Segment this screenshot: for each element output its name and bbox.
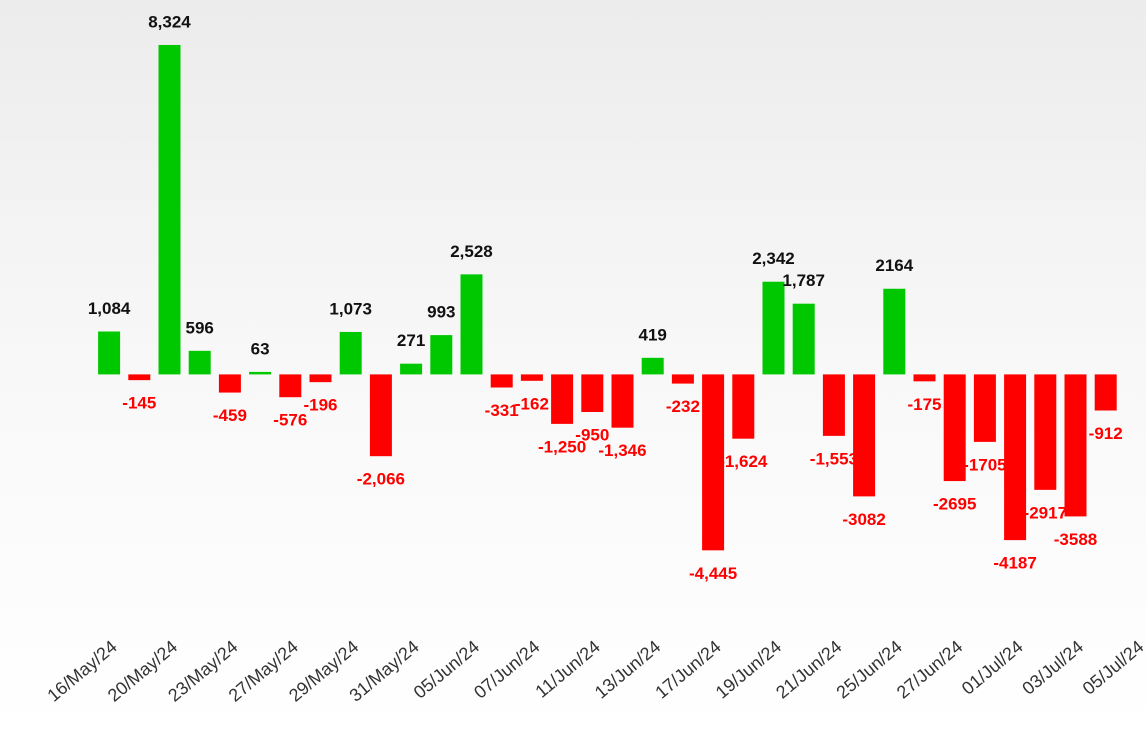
- bar: [400, 363, 423, 375]
- data-label: 271: [397, 331, 425, 350]
- bar: [490, 374, 513, 388]
- bar: [1094, 374, 1117, 411]
- bar: [611, 374, 634, 428]
- bar: [641, 357, 664, 375]
- bar: [973, 374, 996, 442]
- data-label: -145: [122, 394, 156, 413]
- data-label: 8,324: [148, 12, 191, 31]
- bar: [581, 374, 604, 413]
- bar: [128, 374, 151, 381]
- data-label: -2,066: [357, 470, 405, 489]
- bar: [1034, 374, 1057, 490]
- data-label: 63: [251, 339, 270, 358]
- data-label: -459: [213, 406, 247, 425]
- bar: [309, 374, 332, 383]
- bar: [671, 374, 694, 384]
- data-label: -3588: [1054, 530, 1097, 549]
- bar: [913, 374, 936, 382]
- data-label: 2,342: [752, 249, 795, 268]
- bar: [279, 374, 302, 398]
- bar: [158, 44, 181, 375]
- data-label: -950: [575, 425, 609, 444]
- data-label: -4187: [993, 554, 1036, 573]
- data-label: -4,445: [689, 564, 737, 583]
- bar: [460, 274, 483, 375]
- data-label: -1705: [963, 455, 1006, 474]
- data-label: -2695: [933, 495, 976, 514]
- data-label: 1,787: [782, 271, 825, 290]
- data-label: -2917: [1024, 503, 1067, 522]
- bar: [339, 331, 362, 375]
- bar: [853, 374, 876, 497]
- bar: [188, 350, 211, 375]
- bar: [551, 374, 574, 424]
- data-label: -1,553: [810, 449, 858, 468]
- data-label: -1,624: [719, 452, 768, 471]
- bar: [883, 288, 906, 375]
- data-label: -196: [303, 396, 337, 415]
- data-label: -331: [485, 401, 519, 420]
- bar: [520, 374, 543, 381]
- bar: [1004, 374, 1027, 541]
- bar: [1064, 374, 1087, 517]
- bar: [822, 374, 845, 436]
- data-label: -175: [907, 395, 941, 414]
- bar: [369, 374, 392, 457]
- bar: [430, 335, 453, 375]
- data-label: -162: [515, 394, 549, 413]
- bar: [218, 374, 241, 393]
- data-label: 2,528: [450, 242, 493, 261]
- data-label: 596: [186, 318, 214, 337]
- data-label: -232: [666, 397, 700, 416]
- bar: [702, 374, 725, 551]
- data-label: 2164: [875, 256, 913, 275]
- data-label: -576: [273, 411, 307, 430]
- data-label: -1,346: [598, 441, 646, 460]
- bar: [732, 374, 755, 439]
- bar: [249, 371, 272, 375]
- data-label: 1,073: [329, 299, 372, 318]
- bar: [943, 374, 966, 482]
- data-label: -3082: [842, 510, 885, 529]
- bar: [792, 303, 815, 375]
- data-label: -912: [1089, 424, 1123, 443]
- data-label: -1,250: [538, 437, 586, 456]
- data-label: 419: [639, 325, 667, 344]
- bar: [98, 331, 121, 375]
- data-label: 1,084: [88, 299, 131, 318]
- data-label: 993: [427, 303, 455, 322]
- bar: [762, 281, 785, 375]
